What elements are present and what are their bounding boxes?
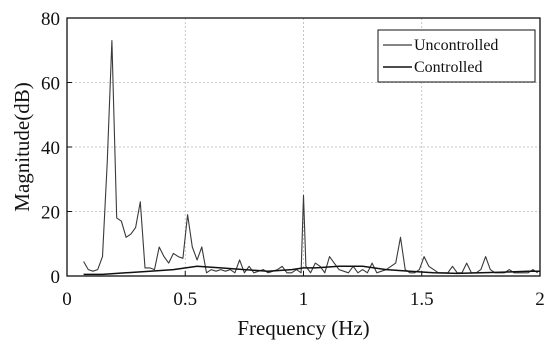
legend-label-controlled: Controlled xyxy=(414,59,482,76)
y-tick-label: 60 xyxy=(41,74,60,95)
y-tick-label: 20 xyxy=(41,203,60,224)
legend-box xyxy=(377,29,536,83)
series-line-controlled xyxy=(83,265,540,276)
x-tick-label: 1.5 xyxy=(410,289,434,310)
x-axis-title: Frequency (Hz) xyxy=(237,316,369,340)
legend-label-uncontrolled: Uncontrolled xyxy=(414,37,498,54)
y-tick-label: 80 xyxy=(41,9,60,30)
y-tick-label: 0 xyxy=(51,267,61,288)
x-tick-label: 0.5 xyxy=(173,289,197,310)
y-tick-label: 40 xyxy=(41,138,60,159)
x-tick-label: 1 xyxy=(299,289,309,310)
y-axis-title: Magnitude(dB) xyxy=(10,82,34,211)
series-layer xyxy=(83,40,540,276)
x-tick-label: 0 xyxy=(62,289,72,310)
x-tick-label: 2 xyxy=(535,289,545,310)
legend: Uncontrolled Controlled xyxy=(377,29,536,83)
